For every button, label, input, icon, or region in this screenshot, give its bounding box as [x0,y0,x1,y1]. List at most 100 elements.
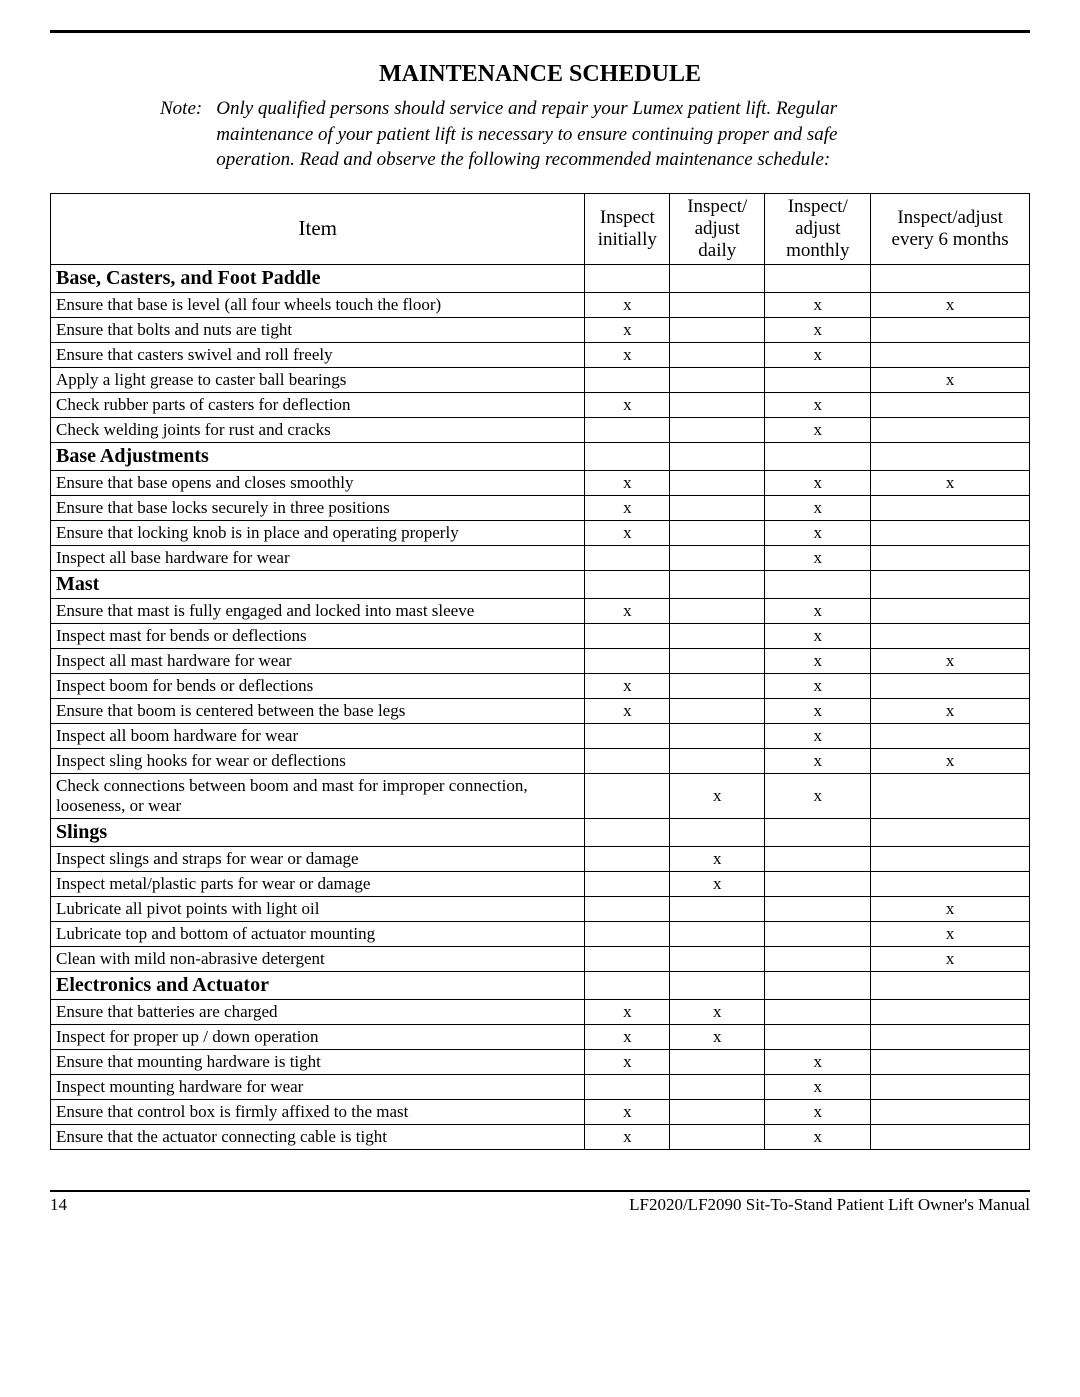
mark-cell: x [585,495,670,520]
mark-cell [765,871,871,896]
mark-cell [670,623,765,648]
item-cell: Base, Casters, and Foot Paddle [51,264,585,292]
mark-cell [871,1099,1030,1124]
col-6months: Inspect/adjust every 6 months [871,193,1030,264]
mark-cell: x [585,598,670,623]
mark-cell: x [871,367,1030,392]
mark-cell [670,673,765,698]
mark-cell [670,317,765,342]
item-cell: Slings [51,818,585,846]
mark-cell: x [871,748,1030,773]
mark-cell [670,971,765,999]
mark-cell: x [585,392,670,417]
table-row: Inspect mast for bends or deflectionsx [51,623,1030,648]
mark-cell: x [585,292,670,317]
mark-cell [670,470,765,495]
mark-cell: x [871,292,1030,317]
mark-cell [585,846,670,871]
mark-cell: x [585,673,670,698]
mark-cell: x [670,999,765,1024]
mark-cell [585,723,670,748]
item-cell: Base Adjustments [51,442,585,470]
mark-cell: x [585,1024,670,1049]
item-cell: Clean with mild non-abrasive detergent [51,946,585,971]
mark-cell [670,545,765,570]
mark-cell [585,971,670,999]
table-row: Ensure that mounting hardware is tightxx [51,1049,1030,1074]
mark-cell: x [585,1049,670,1074]
mark-cell [871,520,1030,545]
item-cell: Check connections between boom and mast … [51,773,585,818]
mark-cell [871,871,1030,896]
mark-cell [871,264,1030,292]
mark-cell [670,442,765,470]
table-row: Ensure that mast is fully engaged and lo… [51,598,1030,623]
table-row: Ensure that batteries are chargedxx [51,999,1030,1024]
item-cell: Inspect all mast hardware for wear [51,648,585,673]
mark-cell [670,818,765,846]
table-row: Ensure that casters swivel and roll free… [51,342,1030,367]
mark-cell [765,971,871,999]
item-cell: Check rubber parts of casters for deflec… [51,392,585,417]
item-cell: Inspect for proper up / down operation [51,1024,585,1049]
item-cell: Mast [51,570,585,598]
mark-cell [670,946,765,971]
mark-cell [585,264,670,292]
item-cell: Ensure that base is level (all four whee… [51,292,585,317]
mark-cell: x [765,648,871,673]
mark-cell: x [765,1124,871,1149]
mark-cell: x [765,773,871,818]
mark-cell [585,921,670,946]
mark-cell [871,417,1030,442]
mark-cell [765,264,871,292]
item-cell: Ensure that bolts and nuts are tight [51,317,585,342]
mark-cell [585,946,670,971]
mark-cell: x [765,1049,871,1074]
table-row: Check rubber parts of casters for deflec… [51,392,1030,417]
mark-cell [871,818,1030,846]
mark-cell: x [765,342,871,367]
item-cell: Inspect boom for bends or deflections [51,673,585,698]
mark-cell: x [871,896,1030,921]
item-cell: Apply a light grease to caster ball bear… [51,367,585,392]
mark-cell [765,570,871,598]
item-cell: Lubricate top and bottom of actuator mou… [51,921,585,946]
mark-cell [585,545,670,570]
col-initially: Inspect initially [585,193,670,264]
footer: 14 LF2020/LF2090 Sit-To-Stand Patient Li… [50,1190,1030,1215]
mark-cell [670,292,765,317]
table-row: Apply a light grease to caster ball bear… [51,367,1030,392]
mark-cell [585,871,670,896]
mark-cell [871,773,1030,818]
mark-cell [585,1074,670,1099]
section-row: Base Adjustments [51,442,1030,470]
mark-cell [871,570,1030,598]
note-label: Note: [160,96,216,173]
table-row: Check connections between boom and mast … [51,773,1030,818]
mark-cell: x [585,999,670,1024]
item-cell: Ensure that the actuator connecting cabl… [51,1124,585,1149]
item-cell: Ensure that casters swivel and roll free… [51,342,585,367]
mark-cell: x [871,648,1030,673]
mark-cell [765,946,871,971]
item-cell: Inspect mast for bends or deflections [51,623,585,648]
mark-cell [585,570,670,598]
mark-cell: x [765,292,871,317]
mark-cell [871,1124,1030,1149]
table-row: Ensure that base is level (all four whee… [51,292,1030,317]
section-row: Slings [51,818,1030,846]
mark-cell: x [765,673,871,698]
mark-cell: x [871,921,1030,946]
mark-cell [670,896,765,921]
mark-cell [670,921,765,946]
item-cell: Ensure that mast is fully engaged and lo… [51,598,585,623]
mark-cell [871,317,1030,342]
mark-cell: x [765,545,871,570]
mark-cell [670,723,765,748]
mark-cell [871,846,1030,871]
mark-cell [585,748,670,773]
mark-cell: x [871,698,1030,723]
page-number: 14 [50,1195,67,1215]
mark-cell [871,673,1030,698]
mark-cell [765,896,871,921]
